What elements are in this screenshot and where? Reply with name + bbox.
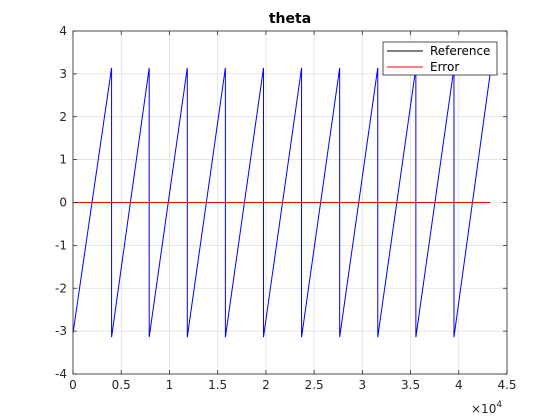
x-tick-label: 3 xyxy=(359,378,367,392)
legend-label-reference: Reference xyxy=(430,44,490,58)
axis-tick-labels: 0 0.5 1 1.5 2 2.5 3 3.5 4 4.5 -4 -3 -2 -1 0 1 2 3 4 xyxy=(55,24,517,392)
x-tick-label: 3.5 xyxy=(401,378,420,392)
y-tick-label: 0 xyxy=(59,196,67,210)
x-tick-label: 0 xyxy=(69,378,77,392)
y-tick-label: -1 xyxy=(55,238,67,252)
y-tick-label: -3 xyxy=(55,324,67,338)
y-tick-label: 1 xyxy=(59,153,67,167)
x-axis-exponent: ×104 xyxy=(471,400,502,416)
y-tick-label: 2 xyxy=(59,110,67,124)
legend-label-error: Error xyxy=(430,60,459,74)
y-tick-label: 4 xyxy=(59,24,67,38)
x-tick-label: 2.5 xyxy=(305,378,324,392)
series-layer xyxy=(72,67,491,338)
axis-ticks xyxy=(72,30,508,375)
x-tick-label: 1.5 xyxy=(208,378,227,392)
chart-title: theta xyxy=(269,11,311,27)
x-tick-label: 1 xyxy=(166,378,174,392)
y-tick-label: -4 xyxy=(55,367,67,381)
y-tick-label: 3 xyxy=(59,67,67,81)
legend-box xyxy=(382,41,498,76)
x-tick-label: 2 xyxy=(262,378,270,392)
y-tick-label: -2 xyxy=(55,281,67,295)
x-tick-label: 0.5 xyxy=(112,378,131,392)
x-exponent-base: ×10 xyxy=(471,402,496,416)
x-tick-label: 4.5 xyxy=(497,378,516,392)
x-tick-label: 4 xyxy=(455,378,463,392)
legend: Reference Error xyxy=(382,41,498,76)
x-exponent-power: 4 xyxy=(496,400,502,410)
